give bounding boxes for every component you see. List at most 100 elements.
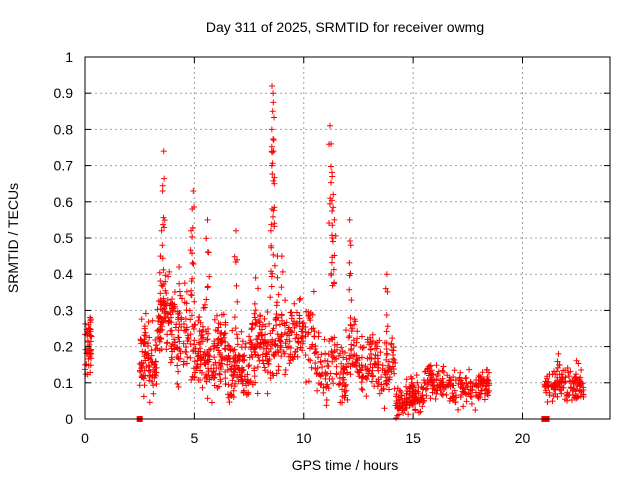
- data-point: [251, 300, 258, 307]
- data-point: [203, 373, 210, 380]
- data-point: [354, 335, 361, 342]
- data-point: [398, 407, 405, 414]
- data-point: [274, 274, 281, 281]
- data-point: [188, 278, 195, 285]
- data-point: [389, 335, 396, 342]
- data-point: [195, 339, 202, 346]
- data-point: [206, 346, 213, 353]
- data-point: [279, 268, 286, 275]
- data-point: [299, 340, 306, 347]
- data-point: [204, 284, 211, 291]
- data-point: [371, 360, 378, 367]
- data-point: [141, 338, 148, 345]
- data-point: [211, 342, 218, 349]
- data-point: [278, 353, 285, 360]
- data-point: [484, 374, 491, 381]
- data-point: [369, 331, 376, 338]
- data-point: [184, 337, 191, 344]
- data-point: [160, 148, 167, 155]
- data-point: [85, 362, 92, 369]
- x-axis-label: GPS time / hours: [292, 457, 399, 473]
- data-point: [187, 316, 194, 323]
- data-point: [166, 268, 173, 275]
- data-point: [246, 333, 253, 340]
- data-point: [374, 364, 381, 371]
- data-point: [171, 336, 178, 343]
- data-point: [349, 325, 356, 332]
- data-point: [272, 349, 279, 356]
- data-point: [232, 325, 239, 332]
- data-point: [362, 363, 369, 370]
- data-point: [328, 259, 335, 266]
- data-point: [153, 369, 160, 376]
- data-point: [217, 339, 224, 346]
- data-point: [471, 382, 478, 389]
- data-point: [421, 397, 428, 404]
- data-point: [158, 227, 165, 234]
- data-point: [190, 261, 197, 268]
- data-point: [182, 344, 189, 351]
- data-point: [314, 387, 321, 394]
- data-point: [426, 379, 433, 386]
- data-point: [146, 334, 153, 341]
- data-point: [145, 362, 152, 369]
- data-point: [291, 300, 298, 307]
- data-point: [383, 356, 390, 363]
- data-point: [229, 377, 236, 384]
- data-point: [368, 355, 375, 362]
- data-point: [246, 362, 253, 369]
- data-point: [291, 324, 298, 331]
- data-point: [346, 333, 353, 340]
- data-point: [208, 399, 215, 406]
- data-point: [555, 350, 562, 357]
- data-point: [270, 325, 277, 332]
- data-point: [423, 385, 430, 392]
- data-point: [266, 320, 273, 327]
- data-point: [222, 381, 229, 388]
- data-point: [87, 338, 94, 345]
- data-point: [236, 358, 243, 365]
- y-tick-label: 0.9: [54, 85, 74, 101]
- data-point: [570, 387, 577, 394]
- y-axis-label: SRMTID / TECUs: [5, 183, 21, 293]
- data-point: [330, 380, 337, 387]
- data-point: [324, 358, 331, 365]
- data-point: [270, 372, 277, 379]
- data-point: [201, 357, 208, 364]
- x-tick-label: 0: [81, 430, 89, 446]
- data-point: [325, 351, 332, 358]
- data-points: [82, 82, 587, 422]
- data-point: [284, 330, 291, 337]
- data-point: [574, 394, 581, 401]
- data-point: [282, 297, 289, 304]
- data-point: [479, 369, 486, 376]
- data-point: [314, 364, 321, 371]
- data-point: [476, 394, 483, 401]
- data-point: [358, 385, 365, 392]
- data-point: [238, 376, 245, 383]
- data-point: [244, 376, 251, 383]
- data-point: [256, 357, 263, 364]
- data-point: [439, 383, 446, 390]
- data-point: [420, 399, 427, 406]
- data-point: [176, 263, 183, 270]
- data-point: [484, 389, 491, 396]
- data-point: [184, 353, 191, 360]
- data-point: [403, 391, 410, 398]
- data-point: [373, 378, 380, 385]
- data-point: [87, 346, 94, 353]
- data-point: [340, 354, 347, 361]
- data-point: [571, 375, 578, 382]
- data-point: [579, 380, 586, 387]
- data-point: [358, 333, 365, 340]
- data-point: [146, 372, 153, 379]
- data-point: [452, 399, 459, 406]
- data-point: [268, 242, 275, 249]
- data-point: [462, 375, 469, 382]
- data-point: [161, 224, 168, 231]
- data-point: [351, 316, 358, 323]
- data-point: [253, 336, 260, 343]
- data-point: [217, 321, 224, 328]
- data-point: [403, 401, 410, 408]
- data-point: [321, 336, 328, 343]
